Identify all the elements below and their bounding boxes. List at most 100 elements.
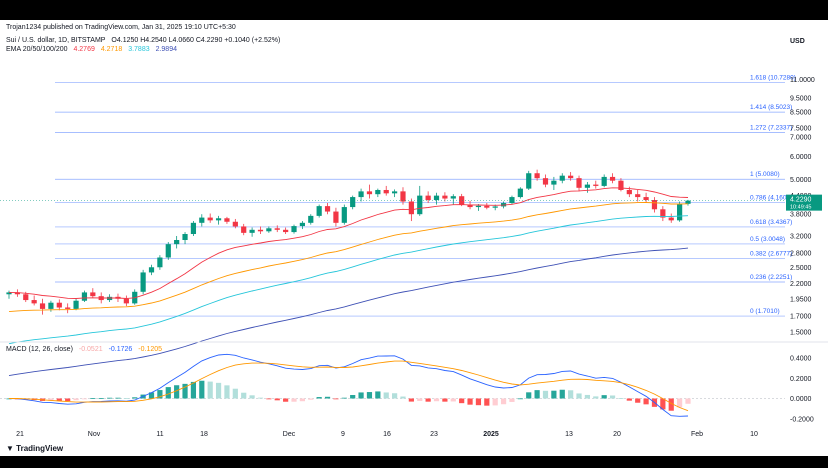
candle-body [174,240,180,245]
macd-histogram-bar [584,394,591,399]
price-axis-label: 1.9500 [790,296,812,303]
fib-label: 0.382 (2.6777) [750,251,792,258]
candle-body [509,197,515,204]
ema-200-value: 2.9894 [155,46,177,53]
symbol-line: Sui / U.S. dollar, 1D, BITSTAMP O4.1250 … [6,37,284,44]
candle-body [450,196,456,199]
ema-label: EMA 20/50/100/200 [6,46,68,53]
macd-histogram-bar [433,398,440,402]
candle-body [148,267,155,273]
symbol-name[interactable]: Sui / U.S. dollar, 1D, BITSTAMP [6,37,106,44]
candle-body [677,203,683,221]
macd-histogram-bar [73,398,79,401]
ohlc-values: O4.1250 H4.2540 L4.0660 C4.2290 +0.1040 … [111,37,281,44]
publisher-line: Trojan1234 published on TradingView.com,… [6,24,236,31]
macd-histogram-bar [383,392,389,399]
ema-20-value: 4.2769 [73,46,95,53]
ema-legend[interactable]: EMA 20/50/100/200 4.2769 4.2718 3.7883 2… [6,46,181,53]
price-axis-label: 7.0000 [790,134,812,141]
candle-body [350,197,356,208]
candle-body [559,175,565,181]
candle-body [651,200,658,210]
tradingview-logo: ▼ TradingView [6,444,64,453]
candle-body [308,215,314,223]
macd-histogram-bar [324,396,331,399]
macd-histogram-bar [98,398,104,399]
macd-histogram-bar [249,395,255,399]
candle-body [400,191,406,202]
candle-body [257,229,264,232]
price-axis-label: 1.7000 [790,314,812,321]
macd-histogram-bar [509,398,515,402]
macd-histogram-bar [643,398,649,405]
macd-signal-value: -0.1205 [138,346,163,353]
macd-histogram-bar [459,398,465,404]
candle-body [215,218,222,221]
macd-histogram-bar [685,398,691,404]
candle-body [182,234,188,241]
candle-body [534,173,540,179]
candle-body [643,197,649,201]
macd-histogram-bar [56,398,62,401]
candle-body [626,189,632,195]
chart-frame: Trojan1234 published on TradingView.com,… [0,20,828,456]
candle-body [601,176,607,186]
time-axis-label: 10 [750,431,758,438]
time-axis-label: Feb [691,431,703,438]
macd-histogram-bar [299,398,305,402]
macd-histogram-bar [48,398,54,401]
macd-histogram-bar [106,397,113,399]
macd-histogram-bar [81,398,88,400]
candle-body [635,194,641,198]
candle-body [576,178,582,188]
candle-body [140,272,146,292]
candle-body [433,195,440,201]
time-axis-label: 9 [341,431,345,438]
macd-histogram-bar [115,397,121,399]
macd-histogram-bar [266,398,272,400]
time-axis-label: 11 [156,431,163,438]
macd-histogram-bar [165,387,171,399]
ema-200-line [8,247,689,377]
candle-body [232,221,238,227]
ema-20-line [8,187,689,299]
macd-histogram-bar [241,392,247,399]
time-axis-label: 20 [613,431,621,438]
candle-body [123,298,129,304]
macd-histogram-bar [132,397,138,399]
candle-body [568,175,574,179]
macd-histogram-bar [291,398,297,402]
macd-histogram-bar [450,398,456,402]
candle-body [291,226,297,233]
price-axis-label: 8.5000 [790,110,812,117]
candle-body [23,294,29,301]
candle-body [392,191,398,194]
macd-histogram-bar [123,398,129,399]
price-axis-label: 5.0000 [790,177,812,184]
macd-histogram-bar [500,398,507,405]
macd-histogram-bar [408,398,414,402]
candle-body [668,217,674,221]
candle-body [609,176,616,181]
macd-histogram-bar [467,398,473,405]
candle-body [90,292,96,297]
price-chart[interactable]: 1.618 (10.7280) 1.414 (8.5023) 1.272 (7.23… [0,20,828,456]
tradingview-icon: ▼ [6,444,14,453]
candle-body [157,257,163,268]
candle-body [56,302,62,308]
macd-legend[interactable]: MACD (12, 26, close) -0.0521 -0.1726 -0.… [6,346,166,353]
macd-histogram-bar [207,381,213,399]
candle-body [165,244,171,258]
candle-body [190,222,197,235]
currency-label[interactable]: USD [790,38,805,45]
fib-label: 0 (1.7010) [750,308,780,315]
candle-body [618,180,624,190]
fib-label: 0.618 (3.4367) [750,219,792,226]
macd-histogram-bar [425,398,431,402]
ema-100-value: 3.7883 [128,46,150,53]
candle-body [459,196,465,205]
macd-histogram-bar [190,381,197,399]
macd-histogram-bar [417,398,423,401]
price-axis-label: 2.5000 [790,265,812,272]
candle-body [106,296,113,301]
